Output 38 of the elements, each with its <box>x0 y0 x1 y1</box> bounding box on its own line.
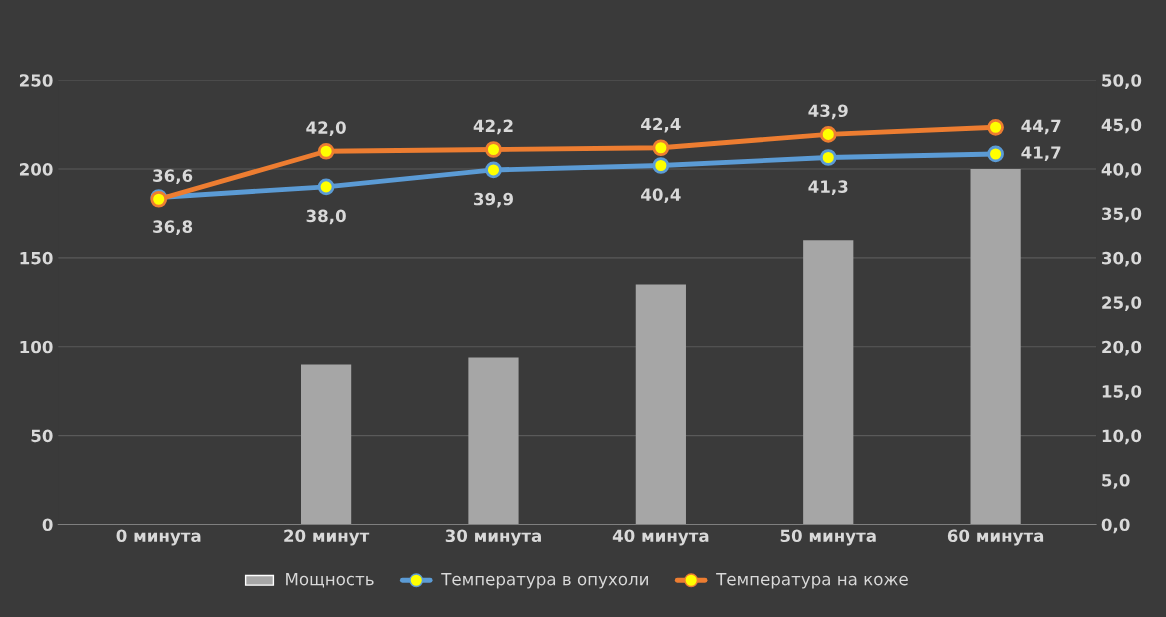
legend-label: Температура в опухоли <box>441 573 648 589</box>
x-tick-label: 20 минут <box>284 529 370 546</box>
y2-tick-label: 40,0 <box>1101 163 1142 178</box>
y2-tick-label: 35,0 <box>1102 207 1142 223</box>
data-label: 38,0 <box>306 209 346 225</box>
y-tick-label: 0 <box>42 518 53 532</box>
x-tick-label: 50 минута <box>780 529 876 546</box>
data-label: 39,9 <box>474 192 513 208</box>
y-tick-label: 100 <box>20 340 53 354</box>
data-label: 42,0 <box>306 121 346 137</box>
y-tick-label: 250 <box>19 74 53 87</box>
y-tick-label: 150 <box>20 251 53 265</box>
y2-tick-label: 30,0 <box>1102 251 1142 267</box>
x-tick-label: 30 минута <box>445 529 541 546</box>
data-label: 44,7 <box>1021 119 1061 135</box>
x-tick-label: 0 минута <box>116 529 201 546</box>
x-tick-label: 40 минута <box>612 529 709 546</box>
y2-tick-label: 25,0 <box>1102 296 1142 312</box>
y-tick-label: 50 <box>31 429 53 443</box>
data-label: 43,9 <box>808 104 848 120</box>
data-label: 42,2 <box>473 119 513 135</box>
legend-label: Температура на коже <box>716 573 908 589</box>
y2-tick-label: 50,0 <box>1102 74 1142 89</box>
y2-tick-label: 45,0 <box>1101 118 1142 134</box>
y-tick-label: 200 <box>19 163 53 176</box>
data-label: 41,7 <box>1021 146 1061 161</box>
data-label: 36,8 <box>153 220 193 236</box>
x-tick-label: 60 минута <box>947 529 1044 546</box>
data-label: 36,6 <box>153 169 193 185</box>
y2-tick-label: 15,0 <box>1102 385 1142 400</box>
data-label: 42,4 <box>641 117 681 133</box>
y2-tick-label: 0,0 <box>1101 518 1130 534</box>
data-label: 41,3 <box>808 180 848 196</box>
y2-tick-label: 5,0 <box>1102 473 1130 489</box>
y2-tick-label: 20,0 <box>1102 340 1142 356</box>
legend-label: Мощность <box>286 573 374 588</box>
y2-tick-label: 10,0 <box>1102 429 1142 445</box>
data-label: 40,4 <box>641 188 681 204</box>
